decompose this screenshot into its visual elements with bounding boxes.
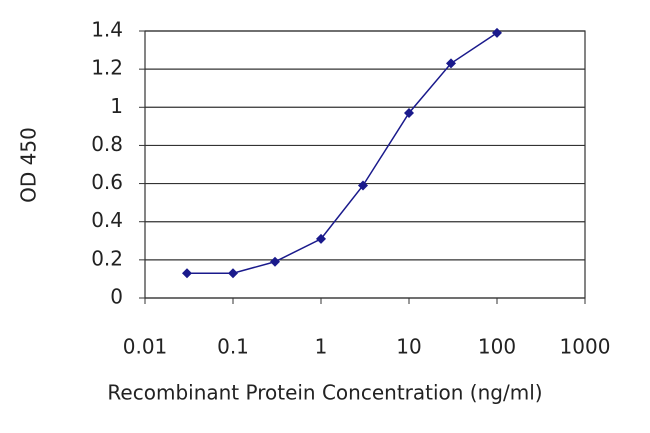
data-point [445, 58, 456, 69]
y-tick-label: 0.8 [91, 132, 123, 156]
data-point [492, 27, 502, 38]
x-tick-label: 0.01 [123, 335, 168, 359]
x-tick-label: 1000 [560, 335, 611, 359]
y-tick-label: 0.6 [91, 170, 123, 194]
x-axis-label: Recombinant Protein Concentration (ng/ml… [107, 381, 542, 405]
data-point [316, 233, 326, 244]
y-tick-label: 0.2 [91, 246, 123, 270]
data-point [181, 268, 192, 279]
y-tick-label: 1 [110, 94, 123, 118]
plot-frame [144, 30, 586, 299]
y-axis-label: OD 450 [17, 127, 41, 203]
series-line [186, 32, 498, 274]
y-tick-label: 1.2 [91, 56, 123, 80]
x-tick-label: 0.1 [217, 335, 249, 359]
data-point [269, 256, 280, 267]
x-tick-label: 100 [478, 335, 516, 359]
x-tick-label: 10 [396, 335, 421, 359]
data-point [404, 108, 414, 119]
y-tick-label: 1.4 [91, 18, 123, 42]
x-tick-label: 1 [315, 335, 328, 359]
data-point [357, 180, 368, 191]
y-tick-label: 0.4 [91, 208, 123, 232]
data-point [228, 268, 238, 279]
y-tick-label: 0 [110, 285, 123, 309]
